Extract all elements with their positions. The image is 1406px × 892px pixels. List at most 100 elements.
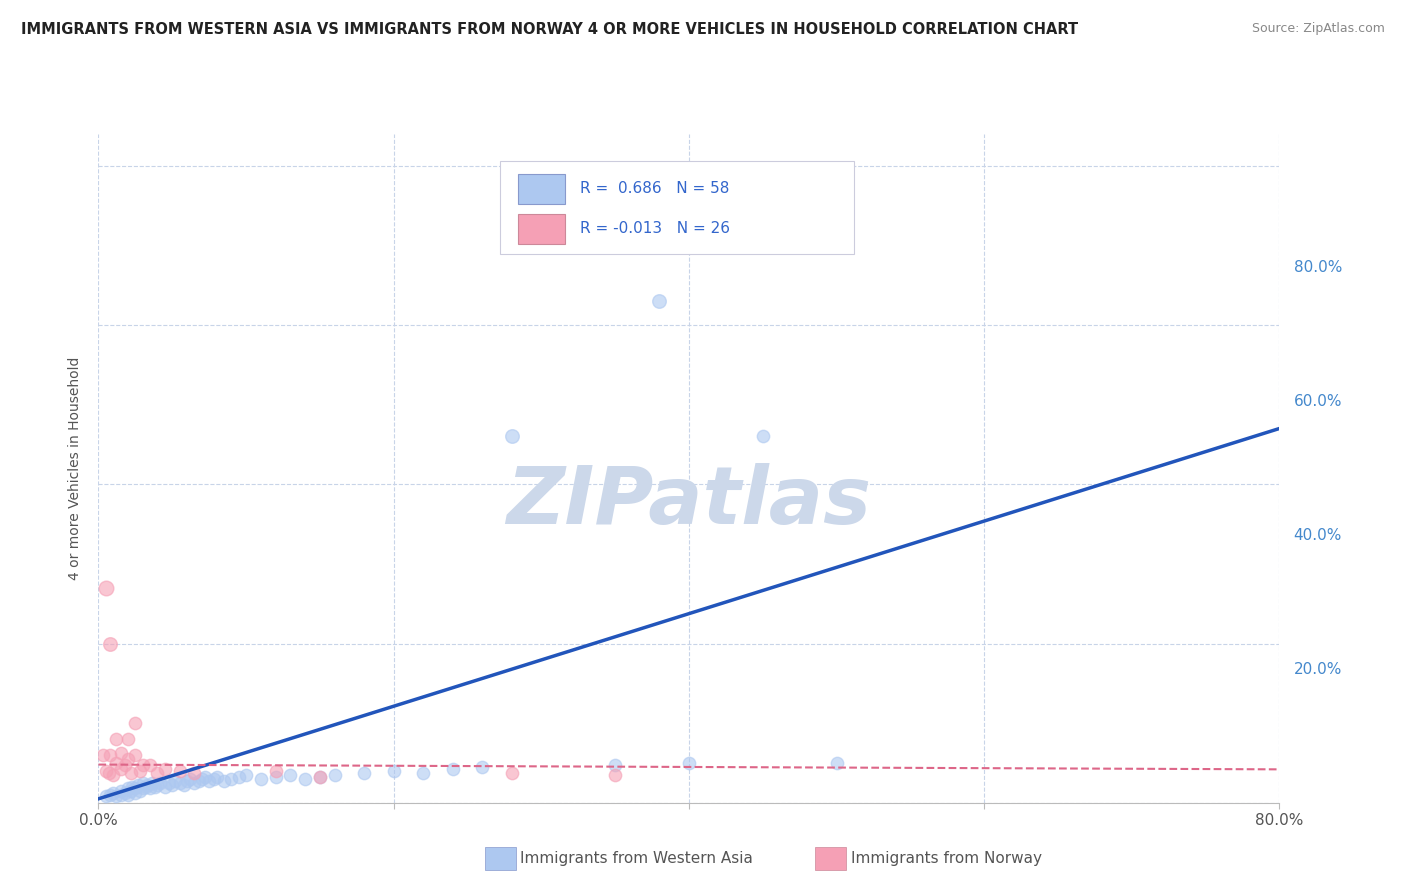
Point [124, 781, 146, 796]
Text: ZIPatlas: ZIPatlas [506, 463, 872, 541]
Point [309, 770, 332, 784]
Text: 60.0%: 60.0% [1294, 394, 1343, 409]
Point [149, 776, 172, 790]
Point [98, 788, 121, 802]
Point [146, 765, 169, 780]
Text: 20.0%: 20.0% [1294, 662, 1341, 676]
Point [105, 789, 128, 804]
Point [153, 780, 176, 794]
Point [117, 781, 139, 796]
Point [114, 757, 136, 772]
Text: Source: ZipAtlas.com: Source: ZipAtlas.com [1251, 22, 1385, 36]
Point [169, 764, 191, 778]
Point [97, 765, 120, 780]
Point [132, 757, 155, 772]
Point [105, 732, 128, 747]
Point [141, 776, 163, 790]
Point [191, 772, 214, 786]
Point [132, 781, 155, 796]
Point [128, 764, 150, 778]
Point [157, 776, 180, 790]
Point [264, 764, 287, 778]
Point [294, 772, 316, 786]
Point [323, 768, 346, 782]
Point [183, 776, 205, 790]
Point [117, 788, 139, 802]
Point [94, 789, 117, 804]
Text: 40.0%: 40.0% [1294, 528, 1341, 542]
Point [353, 765, 375, 780]
Point [128, 784, 150, 798]
Point [169, 776, 191, 790]
Point [501, 429, 523, 443]
Point [114, 786, 136, 800]
Point [173, 778, 195, 792]
Point [146, 778, 169, 792]
Point [110, 788, 132, 802]
Point [264, 770, 287, 784]
Point [605, 768, 627, 782]
Point [162, 778, 183, 792]
Point [205, 770, 228, 784]
Point [183, 765, 205, 780]
Point [135, 780, 157, 794]
Point [471, 760, 494, 774]
Point [143, 780, 166, 794]
FancyBboxPatch shape [517, 174, 565, 204]
Point [110, 762, 132, 776]
Point [94, 581, 117, 595]
Point [235, 768, 257, 782]
Point [212, 773, 235, 788]
Point [198, 773, 221, 788]
Text: R = -0.013   N = 26: R = -0.013 N = 26 [581, 221, 730, 236]
Point [825, 756, 848, 770]
Point [139, 757, 162, 772]
Point [124, 786, 146, 800]
Point [124, 716, 146, 731]
Point [103, 768, 125, 782]
Point [648, 294, 671, 309]
Point [98, 747, 121, 762]
Point [121, 780, 143, 794]
Point [441, 762, 464, 776]
Point [412, 765, 434, 780]
Text: Immigrants from Western Asia: Immigrants from Western Asia [520, 851, 754, 865]
Point [751, 429, 773, 443]
Point [278, 768, 302, 782]
Point [153, 762, 176, 776]
Point [132, 776, 155, 790]
Point [179, 772, 201, 786]
Point [91, 747, 114, 762]
Point [110, 784, 132, 798]
FancyBboxPatch shape [517, 214, 565, 244]
Point [382, 764, 405, 778]
Point [605, 757, 627, 772]
Text: R =  0.686   N = 58: R = 0.686 N = 58 [581, 181, 730, 196]
Y-axis label: 4 or more Vehicles in Household: 4 or more Vehicles in Household [69, 357, 83, 580]
Point [165, 773, 187, 788]
Text: IMMIGRANTS FROM WESTERN ASIA VS IMMIGRANTS FROM NORWAY 4 OR MORE VEHICLES IN HOU: IMMIGRANTS FROM WESTERN ASIA VS IMMIGRAN… [21, 22, 1078, 37]
Point [105, 756, 128, 770]
Point [228, 770, 250, 784]
Text: Immigrants from Norway: Immigrants from Norway [851, 851, 1042, 865]
Point [127, 778, 149, 792]
Point [176, 773, 198, 788]
Point [139, 781, 162, 796]
Point [124, 747, 146, 762]
Point [309, 770, 332, 784]
Point [219, 772, 242, 786]
Point [136, 778, 159, 792]
Text: 80.0%: 80.0% [1294, 260, 1341, 275]
FancyBboxPatch shape [501, 161, 855, 254]
Point [117, 732, 139, 747]
Point [110, 747, 132, 761]
Point [120, 784, 142, 798]
Point [187, 773, 209, 788]
Point [94, 764, 117, 778]
Point [103, 786, 125, 800]
Point [194, 770, 217, 784]
Point [120, 765, 142, 780]
Point [678, 756, 700, 770]
Point [501, 765, 523, 780]
Point [117, 752, 139, 766]
